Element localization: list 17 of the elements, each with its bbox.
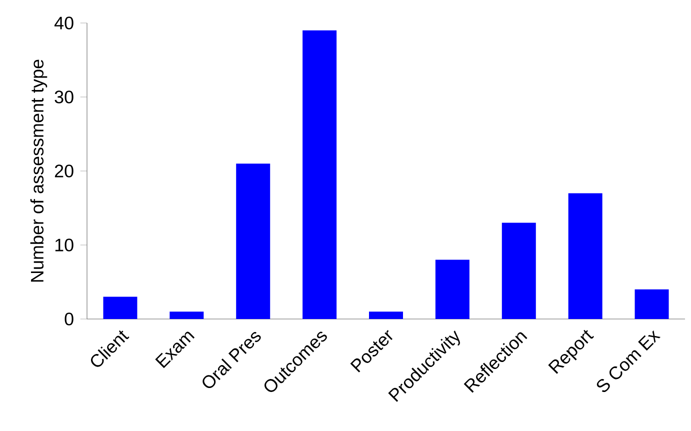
- x-tick-label: S Com Ex: [596, 330, 661, 392]
- x-tick-label: Oral Pres: [202, 332, 261, 388]
- bar: [302, 30, 337, 319]
- bar: [369, 312, 403, 319]
- bar: [170, 312, 204, 319]
- y-tick-label: 20: [54, 164, 74, 178]
- y-tick-label: 30: [54, 90, 74, 104]
- bar: [634, 289, 669, 319]
- bar: [236, 164, 270, 319]
- bar: [568, 193, 602, 319]
- bar: [502, 222, 536, 319]
- bar: [103, 296, 138, 319]
- y-tick-label: 10: [55, 238, 74, 252]
- bar: [435, 260, 470, 319]
- y-axis-title: Number of assessment type: [30, 60, 48, 282]
- y-tick-label: 40: [54, 16, 74, 30]
- y-tick-label: 0: [64, 312, 74, 326]
